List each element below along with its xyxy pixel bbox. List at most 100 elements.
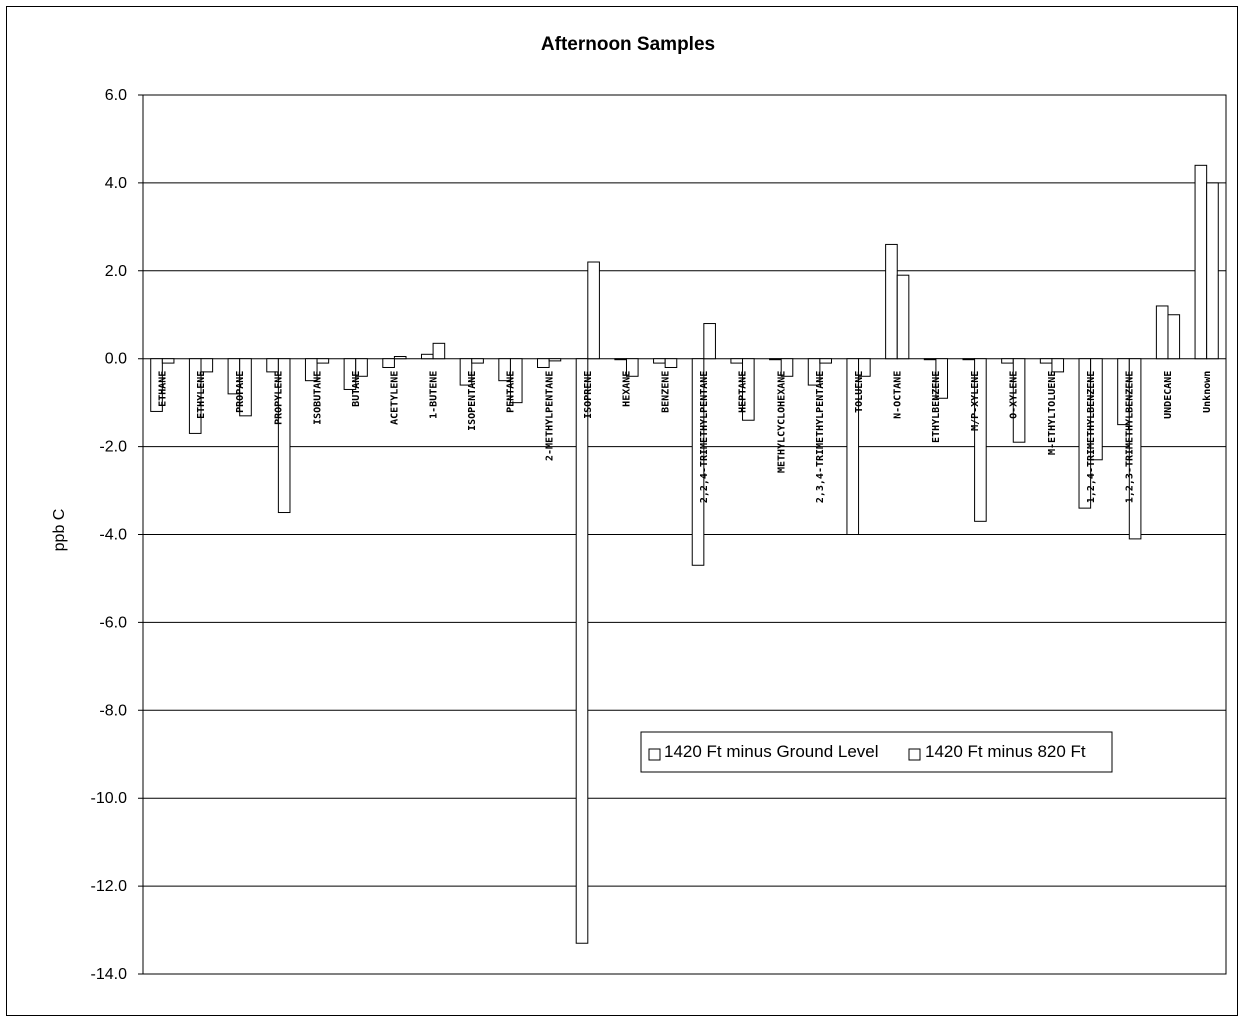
bar-2 [1090,358,1103,461]
bar-2 [471,358,484,364]
bar-2 [664,358,678,368]
bar-1 [420,353,434,360]
bar-2 [858,358,871,377]
bar-2 [161,358,175,364]
y-tick-label: -10.0 [91,790,128,807]
category-label: ETHYLBENZENE [931,371,942,443]
category-label: 2,2,4-TRIMETHYLPENTANE [699,371,710,503]
bars [150,164,1219,944]
category-labels: ETHANE ETHYLENE PROPANE PROPYLENE ISOBUTANE B… [158,371,1213,503]
category-label: O-XYLENE [1008,371,1019,419]
bar-2 [974,358,987,522]
bar-1 [459,358,473,386]
bar-1 [614,358,627,361]
y-tick-label: 6.0 [105,87,127,104]
bar-2 [509,358,523,404]
bar-1 [575,358,589,944]
bar-1 [382,358,395,368]
bar-1 [769,358,782,361]
bar-1 [537,358,550,368]
bar-2 [1128,358,1142,540]
category-label: HEPTANE [738,371,749,413]
y-tick-label: -8.0 [99,702,127,719]
bar-2 [1206,182,1219,360]
category-label: 1,2,4-TRIMETHYLBENZENE [1086,371,1097,503]
bar-1 [807,358,821,386]
category-label: N-OCTANE [892,371,903,419]
bar-1 [188,358,202,434]
legend-label-1: 1420 Ft minus Ground Level [664,742,879,761]
category-label: HEXANE [622,371,633,407]
bar-1 [150,358,163,412]
bar-1 [691,358,705,566]
bar-1 [846,358,860,536]
bar-1 [1155,305,1169,360]
category-label: ACETYLENE [390,371,401,425]
bar-1 [962,358,976,361]
category-label: UNDECANE [1163,371,1174,419]
category-label: 2-METHYLPENTANE [544,371,555,461]
bar-1 [1001,358,1014,364]
category-label: ISOPRENE [583,371,594,419]
bar-2 [780,358,794,377]
category-label: PENTANE [506,371,517,413]
y-axis-label: ppb C [51,509,68,552]
legend: 1420 Ft minus Ground Level 1420 Ft minus… [640,731,1113,773]
bar-1 [266,358,279,373]
bar-2 [703,323,716,360]
category-label: ETHYLENE [196,371,207,419]
bar-1 [304,358,318,382]
category-label: PROPYLENE [274,371,285,425]
bar-2 [1012,358,1026,443]
category-label: 1-BUTENE [428,371,439,419]
bar-2 [393,356,407,360]
category-label: 2,3,4-TRIMETHYLPENTANE [815,371,826,503]
category-label: ETHANE [158,371,169,407]
bar-2 [896,274,910,360]
bar-2 [935,358,949,399]
chart-frame [6,6,1238,1016]
legend-swatch-2 [908,748,921,761]
bar-2 [1167,314,1181,360]
bar-2 [200,358,214,373]
y-tick-labels: 6.0 4.0 2.0 0.0 -2.0 -4.0 -6.0 -8.0 -10.0 -12.0 -1… [91,87,128,983]
legend-box [640,731,1113,773]
plot-area-border [142,94,1227,975]
bar-2 [239,358,252,417]
category-label: BENZENE [660,371,671,413]
category-label: M/P-XYLENE [970,371,981,431]
bar-2 [742,358,755,421]
bar-1 [1194,164,1208,360]
bar-2 [355,358,368,377]
bar-1 [1039,358,1053,364]
gridlines [138,94,1226,975]
category-label: Unknown [1202,371,1213,413]
category-label: TOLUENE [854,371,865,413]
category-label: ISOBUTANE [312,371,323,425]
y-tick-label: 0.0 [105,351,127,368]
y-tick-label: 2.0 [105,263,127,280]
bar-2 [316,358,330,364]
bar-2 [587,261,600,360]
category-label: BUTANE [351,371,362,407]
legend-swatch-1 [648,748,661,761]
legend-label-2: 1420 Ft minus 820 Ft [925,742,1086,761]
category-label: 1,2,3-TRIMETHYLBENZENE [1125,371,1136,503]
y-tick-label: -14.0 [91,966,128,983]
category-label: PROPANE [235,371,246,413]
bar-2 [1051,358,1065,373]
category-label: ISOPENTANE [467,371,478,431]
category-label: M-ETHYLTOLUENE [1047,371,1058,455]
chart-title: Afternoon Samples [541,34,715,55]
y-tick-label: -2.0 [99,439,127,456]
y-tick-label: -12.0 [91,878,128,895]
bar-2 [625,358,639,377]
category-label: METHYLCYCLOHEXANE [776,371,787,473]
y-tick-label: -4.0 [99,527,127,544]
bar-2 [277,358,291,514]
bar-1 [730,358,744,364]
bar-1 [923,358,937,361]
bar-1 [653,358,666,364]
y-tick-label: -6.0 [99,614,127,631]
